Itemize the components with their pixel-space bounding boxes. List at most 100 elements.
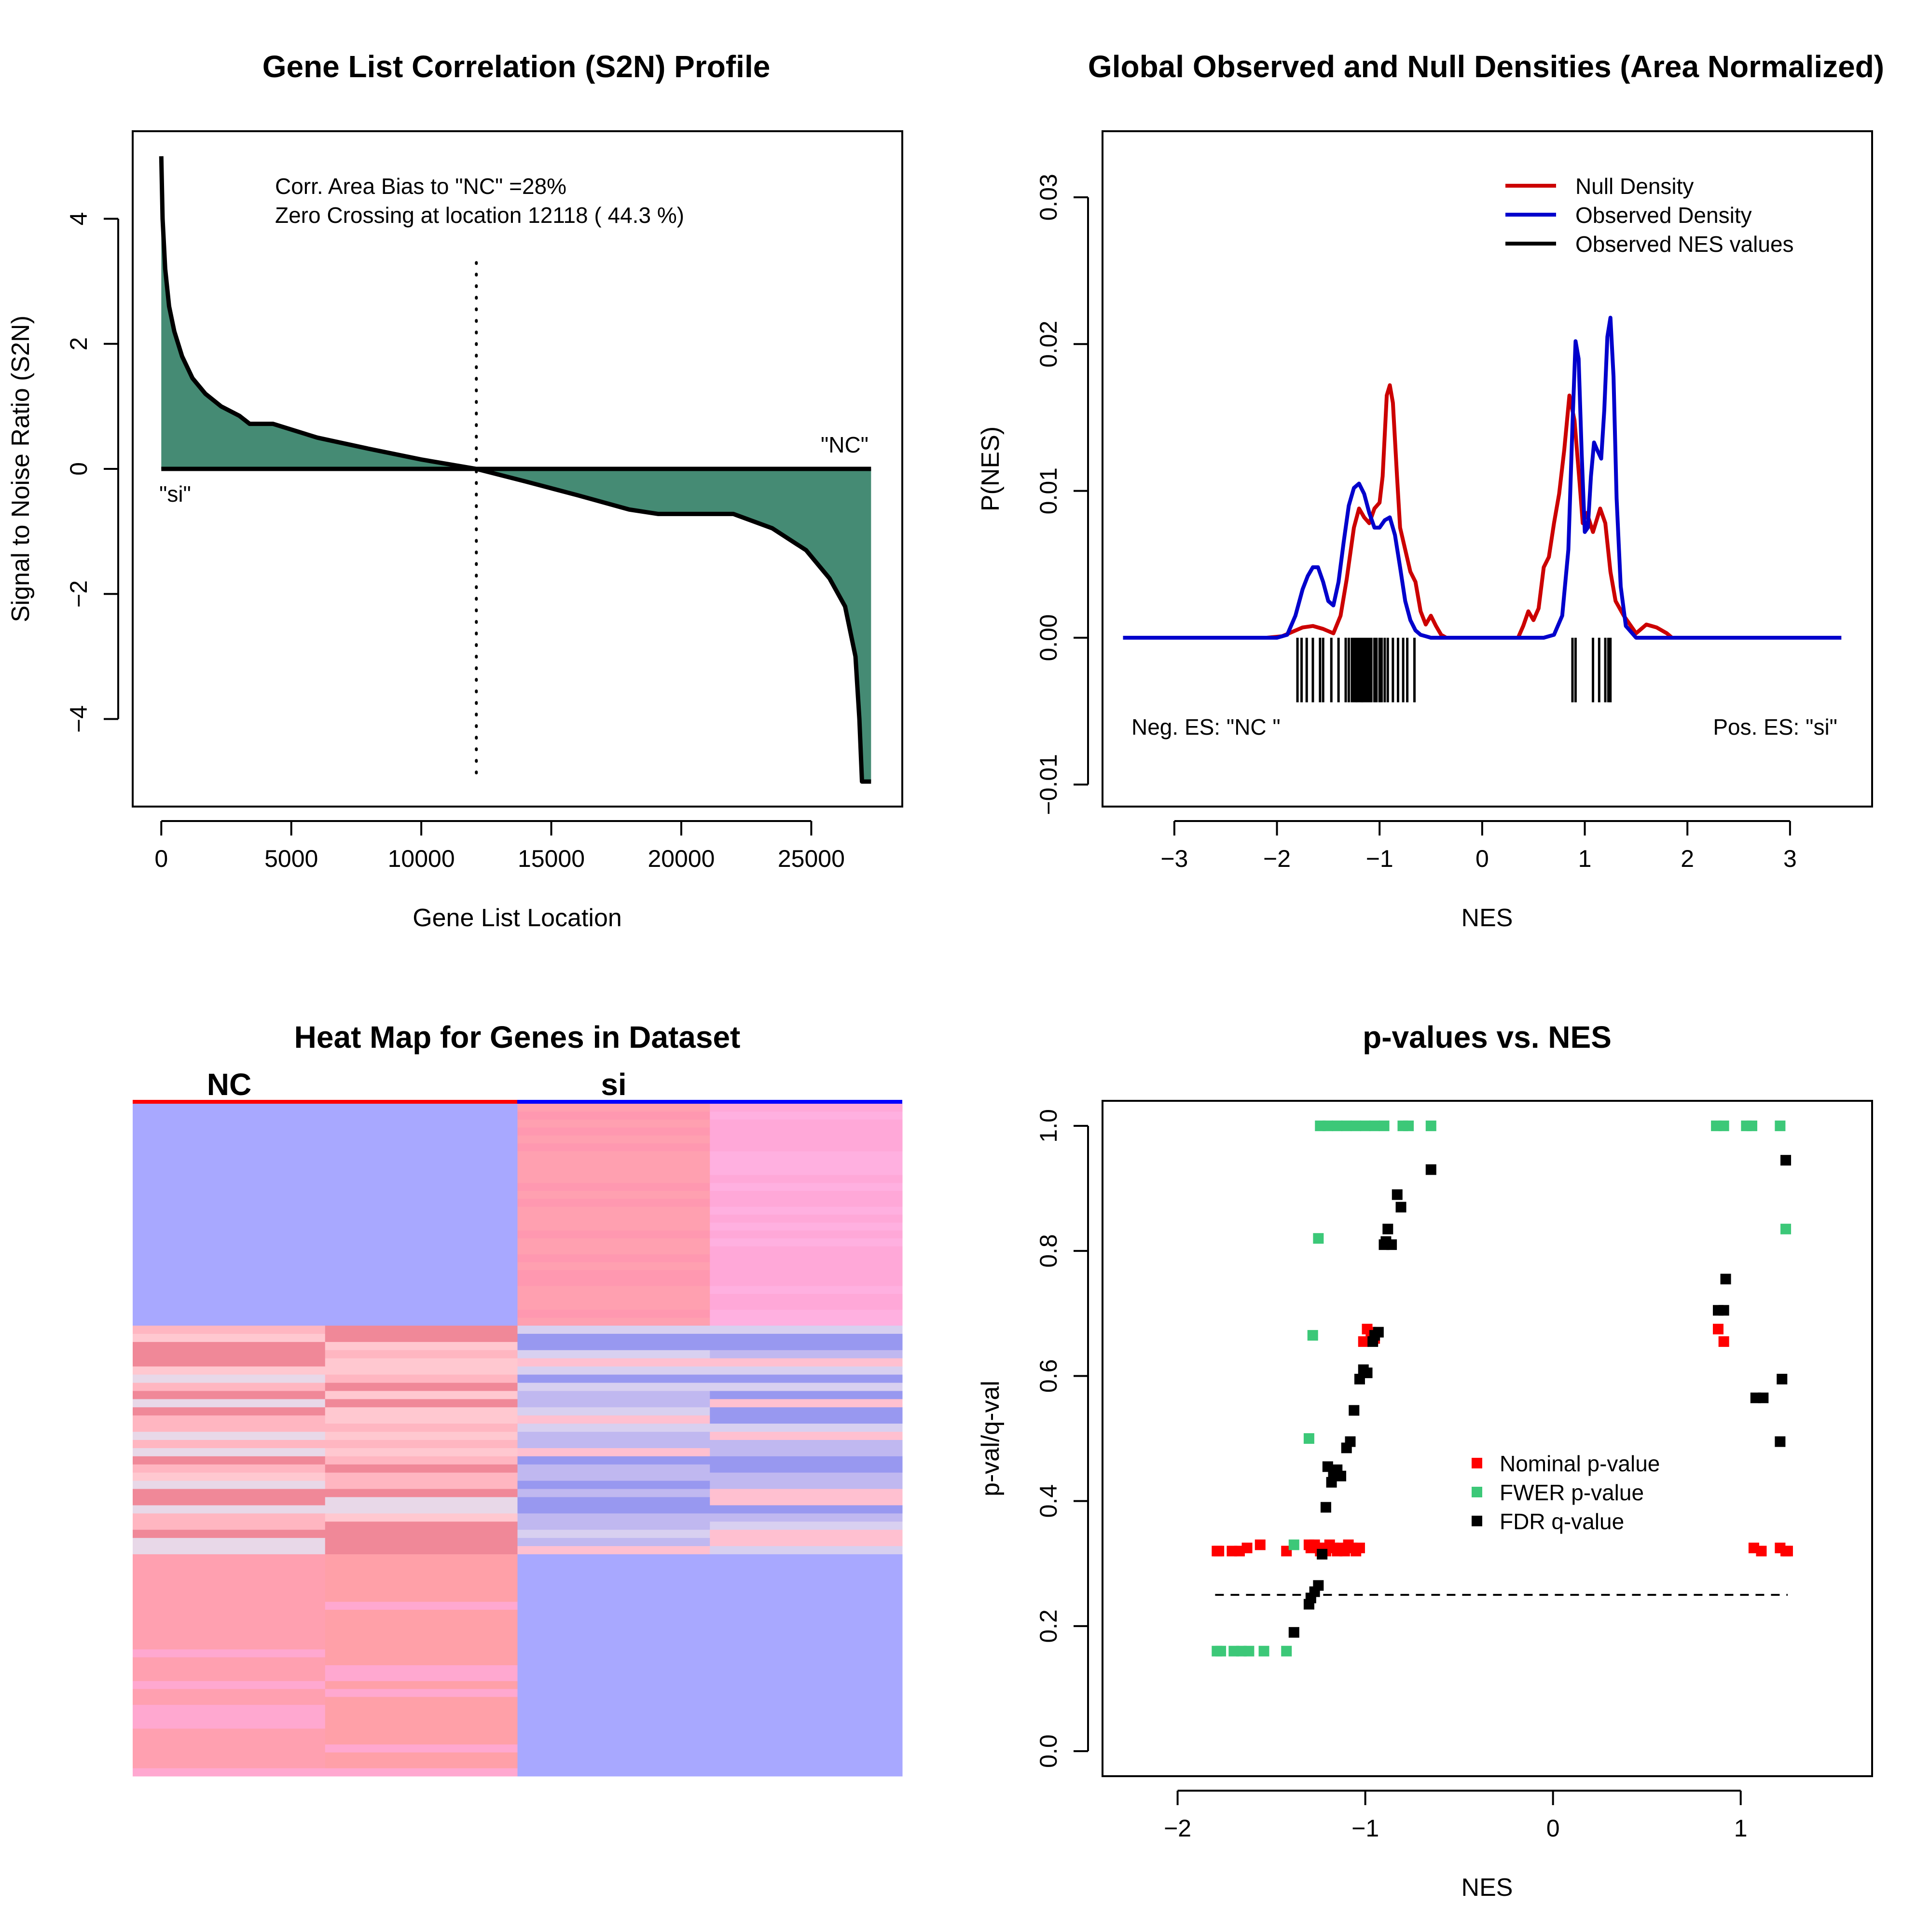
pvalue-legend: Nominal p-value FWER p-value FDR q-value <box>1472 1451 1660 1534</box>
heatmap-cell <box>710 1736 903 1745</box>
heatmap-cell <box>133 1294 326 1302</box>
heatmap-cell <box>517 1602 710 1610</box>
heatmap-cell <box>133 1713 326 1721</box>
heatmap-title: Heat Map for Genes in Dataset <box>294 1020 741 1055</box>
pvalue-y-tick-label: 0.2 <box>1035 1609 1062 1643</box>
s2n-x-tick-label: 20000 <box>648 845 715 872</box>
heatmap-cell <box>710 1480 903 1490</box>
heatmap-cell <box>133 1222 326 1231</box>
heatmap-cell <box>325 1464 518 1473</box>
heatmap-cell <box>325 1570 518 1578</box>
heatmap-cell <box>710 1586 903 1594</box>
heatmap-cell <box>517 1199 710 1207</box>
heatmap-cell <box>325 1489 518 1497</box>
s2n-y-axis: −4 −2 0 2 4 <box>65 212 119 733</box>
heatmap-cell <box>710 1697 903 1705</box>
heatmap-cell <box>517 1697 710 1705</box>
heatmap-cell <box>133 1167 326 1176</box>
heatmap-cell <box>325 1586 518 1594</box>
heatmap-cell <box>325 1594 518 1603</box>
heatmap-cell <box>325 1246 518 1255</box>
heatmap-cell <box>710 1317 903 1326</box>
heatmap-cell <box>133 1399 326 1408</box>
heatmap-cell <box>133 1342 326 1351</box>
heatmap-cell <box>325 1333 518 1343</box>
s2n-chart-title: Gene List Correlation (S2N) Profile <box>262 49 771 84</box>
density-x-tick-label: 1 <box>1578 845 1592 872</box>
heatmap-cell <box>325 1705 518 1713</box>
heatmap-cell <box>133 1104 326 1112</box>
heatmap-cell <box>517 1222 710 1231</box>
heatmap-cell <box>517 1736 710 1745</box>
density-annotation-neg: Neg. ES: "NC " <box>1131 714 1281 740</box>
heatmap-cell <box>710 1673 903 1682</box>
s2n-y-tick-label: 4 <box>65 212 92 226</box>
s2n-y-tick-label: −2 <box>65 580 92 608</box>
heatmap-cell <box>133 1594 326 1603</box>
heatmap-cell <box>517 1554 710 1562</box>
heatmap-cell <box>517 1720 710 1729</box>
nominal-pvalue-point <box>1718 1336 1729 1347</box>
heatmap-cell <box>517 1505 710 1514</box>
heatmap-cell <box>325 1472 518 1481</box>
heatmap-cell <box>710 1302 903 1310</box>
heatmap-cell <box>710 1286 903 1294</box>
heatmap-cell <box>710 1752 903 1761</box>
fdr-qvalue-point <box>1392 1189 1403 1200</box>
heatmap-cell <box>133 1143 326 1152</box>
heatmap-cell <box>710 1407 903 1416</box>
fdr-qvalue-point <box>1313 1580 1324 1591</box>
fdr-qvalue-point <box>1395 1202 1406 1213</box>
heatmap-cell <box>133 1127 326 1136</box>
heatmap-cell <box>710 1505 903 1514</box>
heatmap-cell <box>325 1752 518 1761</box>
heatmap-cell <box>517 1448 710 1457</box>
heatmap-cell <box>325 1720 518 1729</box>
density-x-tick-label: 2 <box>1681 845 1694 872</box>
heatmap-cell <box>710 1578 903 1587</box>
fdr-qvalue-point <box>1718 1305 1729 1316</box>
heatmap-cell <box>133 1333 326 1343</box>
heatmap-cell <box>325 1183 518 1192</box>
heatmap-cell <box>133 1326 326 1334</box>
density-y-tick-label: 0.00 <box>1035 614 1062 661</box>
heatmap-cell <box>517 1159 710 1167</box>
heatmap-cell <box>517 1111 710 1120</box>
heatmap-cell <box>133 1175 326 1183</box>
heatmap-cell <box>710 1310 903 1318</box>
heatmap-cell <box>325 1415 518 1424</box>
heatmap-cell <box>133 1665 326 1673</box>
heatmap-cell <box>517 1570 710 1578</box>
heatmap-cell <box>710 1206 903 1215</box>
heatmap-cell <box>133 1270 326 1278</box>
heatmap-cell <box>133 1456 326 1465</box>
heatmap-cell <box>325 1673 518 1682</box>
heatmap-cell <box>517 1127 710 1136</box>
heatmap-cell <box>133 1681 326 1689</box>
fwer-pvalue-point <box>1322 1120 1333 1131</box>
heatmap-cell <box>133 1407 326 1416</box>
heatmap-cell <box>133 1633 326 1642</box>
pvalue-chart: p-values vs. NES Nominal p-value FWER p-… <box>977 1020 1873 1902</box>
heatmap-cell <box>517 1183 710 1192</box>
heatmap-cell <box>325 1736 518 1745</box>
pvalue-plot-frame <box>1102 1100 1873 1777</box>
fwer-pvalue-point <box>1718 1120 1729 1131</box>
heatmap-cell <box>325 1222 518 1231</box>
heatmap-cell <box>325 1191 518 1199</box>
heatmap-cells <box>133 1104 903 1777</box>
heatmap-cell <box>710 1530 903 1538</box>
heatmap-cell <box>517 1521 710 1530</box>
heatmap-cell <box>133 1546 326 1555</box>
heatmap-cell <box>710 1768 903 1777</box>
nominal-pvalue-point <box>1756 1546 1767 1557</box>
heatmap-cell <box>133 1302 326 1310</box>
heatmap-cell <box>517 1538 710 1547</box>
heatmap-cell <box>710 1151 903 1160</box>
heatmap-cell <box>517 1752 710 1761</box>
heatmap-cell <box>710 1111 903 1120</box>
heatmap-cell <box>325 1127 518 1136</box>
heatmap-cell <box>710 1649 903 1658</box>
heatmap-cell <box>710 1625 903 1634</box>
heatmap-cell <box>133 1505 326 1514</box>
